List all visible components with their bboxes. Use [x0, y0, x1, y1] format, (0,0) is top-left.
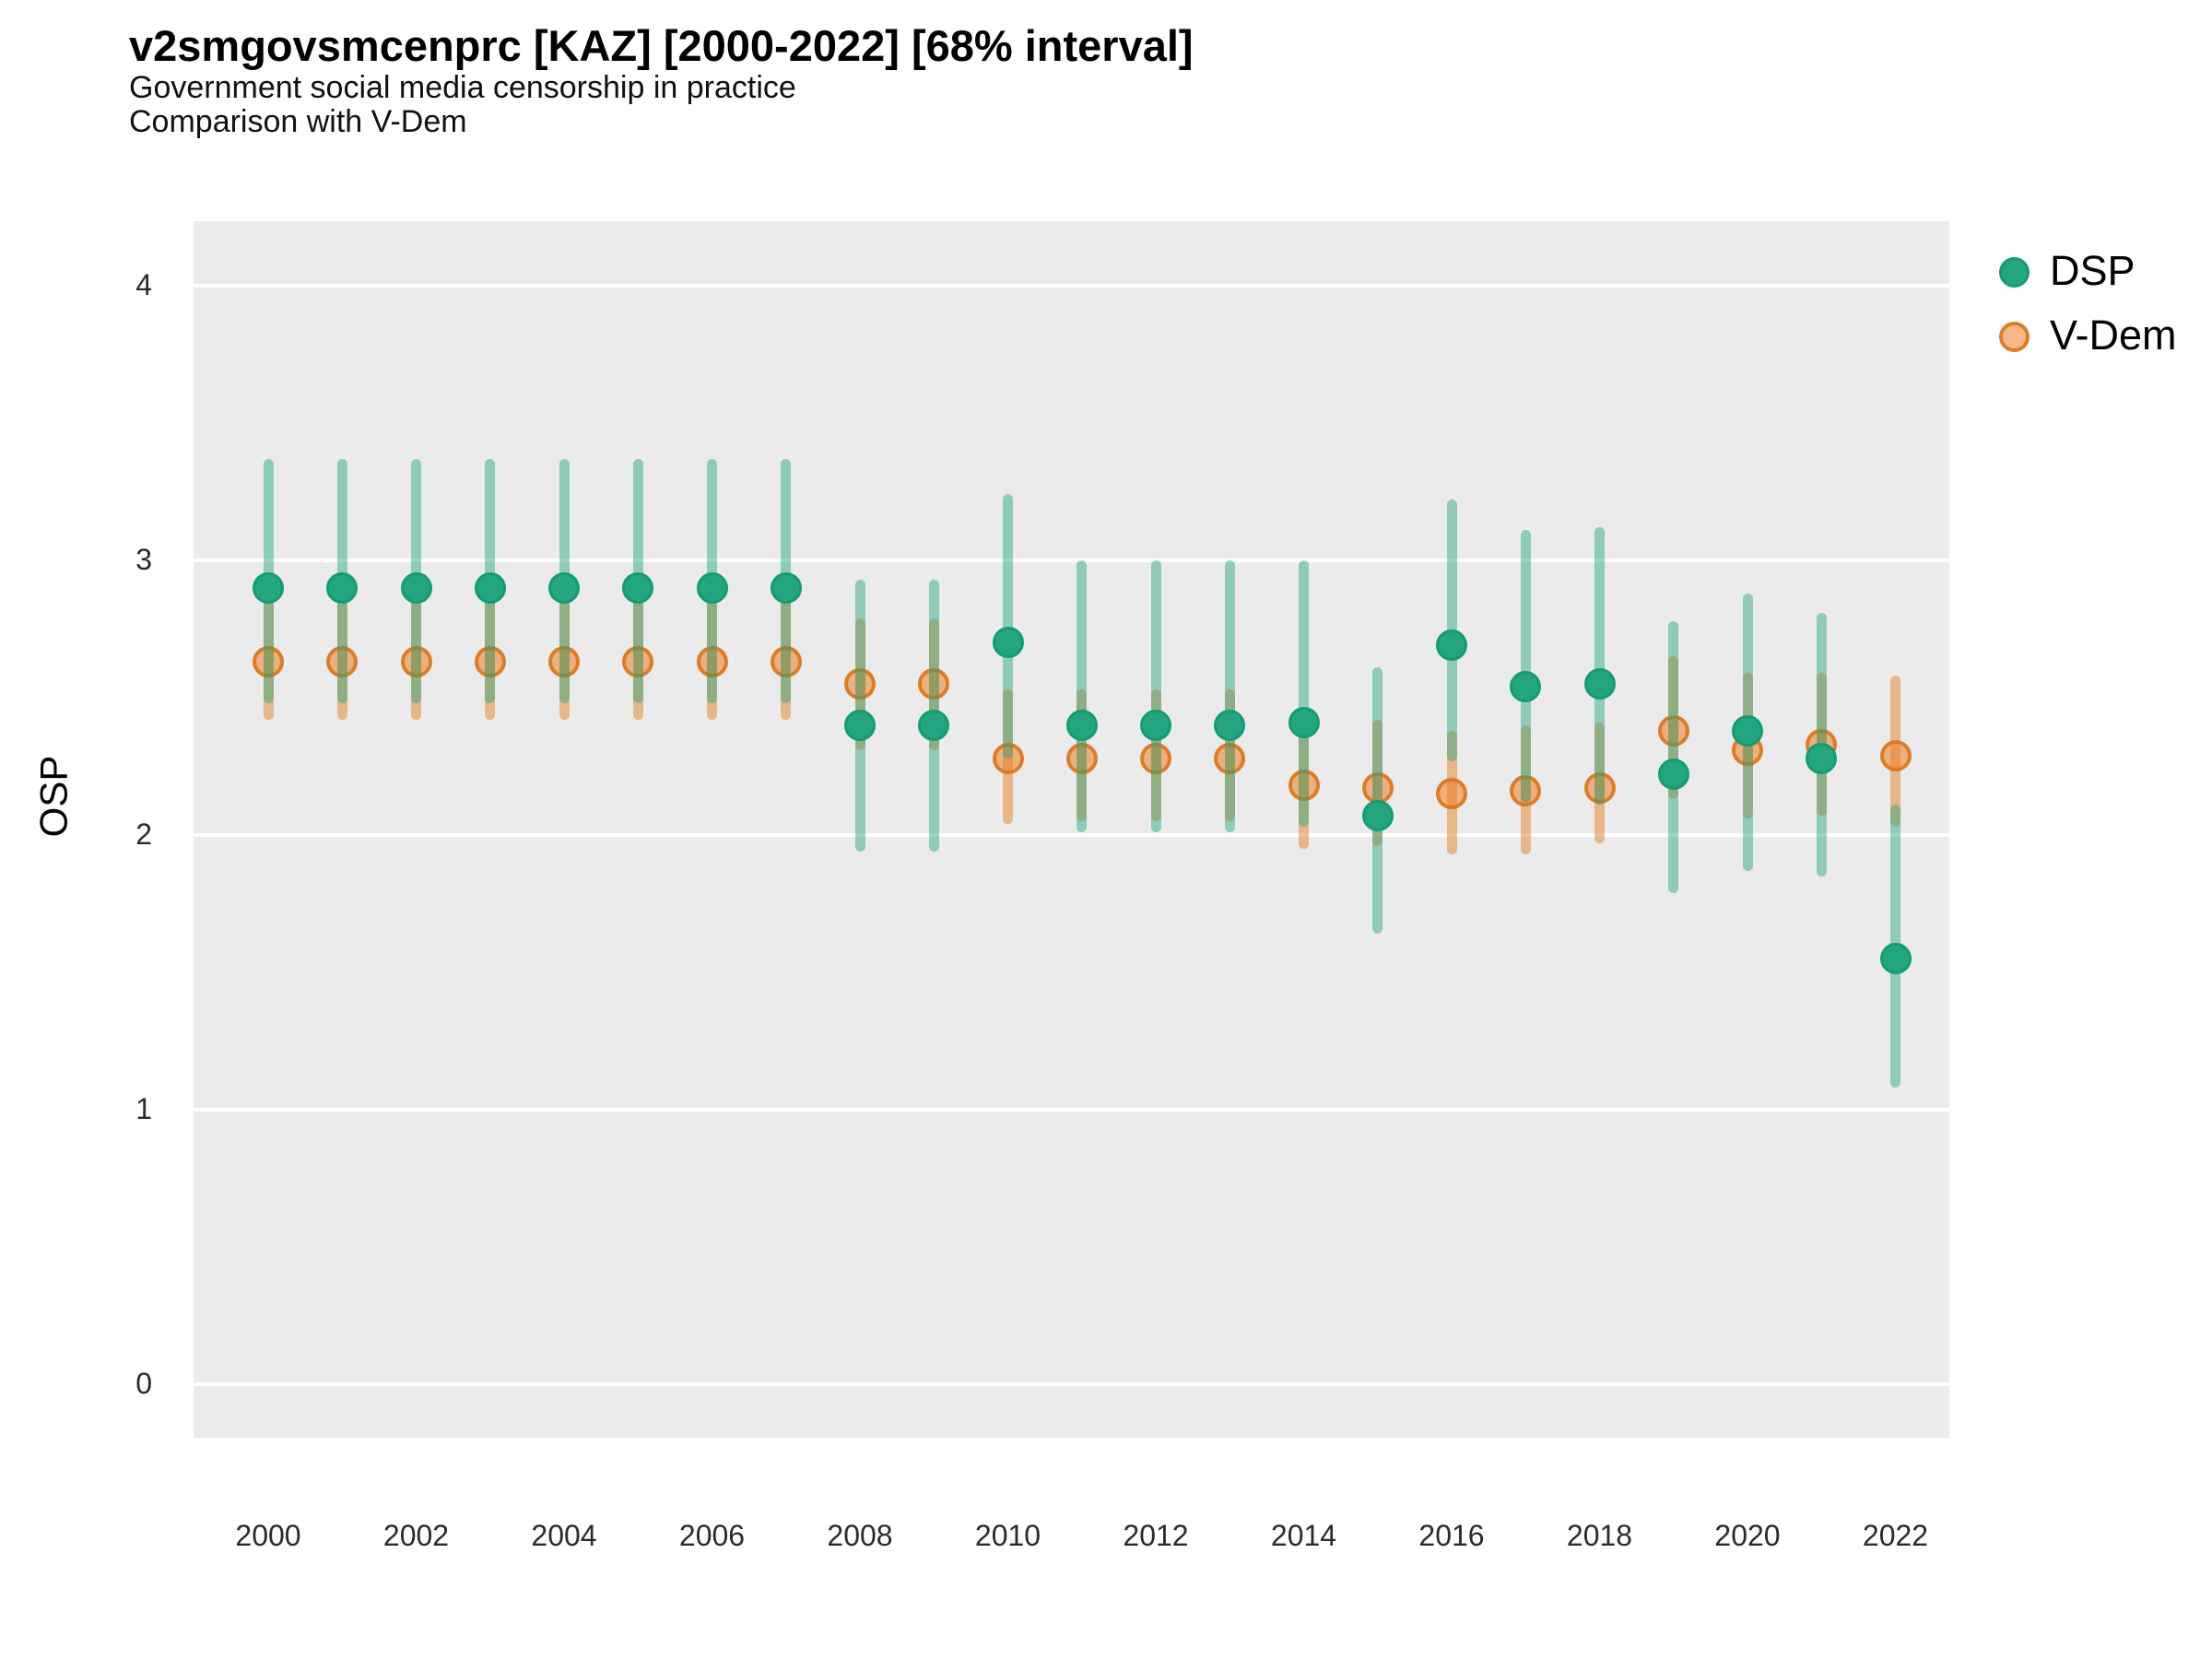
gridline-y-2	[194, 833, 1949, 837]
dsp-point-2010	[992, 627, 1024, 659]
vdem-point-2012	[1140, 742, 1171, 774]
x-tick-label-2022: 2022	[1862, 1519, 1929, 1552]
dsp-point-2000	[253, 571, 284, 604]
x-tick-label-2004: 2004	[531, 1519, 597, 1552]
plot-panel	[194, 221, 1949, 1438]
legend-swatch-vdem-icon	[1999, 322, 2030, 352]
dsp-point-2015	[1361, 800, 1394, 832]
y-axis-title: OSP	[31, 755, 76, 838]
vdem-point-2007	[770, 646, 802, 678]
dsp-point-2003	[474, 571, 506, 604]
x-tick-label-2020: 2020	[1714, 1519, 1781, 1552]
x-tick-label-2016: 2016	[1418, 1519, 1485, 1552]
legend-label-vdem: V-Dem	[2050, 312, 2177, 359]
chart-subtitle-line2: Comparison with V-Dem	[129, 104, 467, 139]
gridline-y-0	[194, 1382, 1949, 1386]
dsp-point-2021	[1806, 742, 1838, 774]
dsp-interval-bar-2018	[1594, 527, 1605, 806]
vdem-point-2017	[1510, 775, 1542, 807]
vdem-point-2003	[474, 646, 506, 678]
y-tick-label-0: 0	[135, 1367, 152, 1400]
legend-swatch-dsp-icon	[1999, 257, 2030, 288]
vdem-point-2018	[1583, 772, 1616, 805]
vdem-point-2005	[622, 646, 654, 678]
vdem-point-2022	[1879, 739, 1912, 771]
dsp-point-2007	[770, 571, 802, 604]
dsp-point-2006	[696, 571, 728, 604]
x-tick-label-2008: 2008	[827, 1519, 893, 1552]
x-tick-label-2014: 2014	[1270, 1519, 1337, 1552]
x-tick-label-2006: 2006	[678, 1519, 746, 1552]
vdem-point-2000	[253, 646, 284, 678]
dsp-interval-bar-2012	[1150, 560, 1161, 833]
x-tick-label-2000: 2000	[235, 1519, 301, 1552]
dsp-interval-bar-2011	[1077, 560, 1088, 833]
dsp-point-2004	[548, 571, 580, 604]
vdem-point-2019	[1657, 714, 1689, 747]
vdem-point-2001	[326, 646, 359, 678]
dsp-point-2008	[844, 709, 876, 741]
dsp-point-2019	[1657, 759, 1689, 791]
chart-subtitle-line1: Government social media censorship in pr…	[129, 70, 796, 105]
dsp-point-2001	[326, 571, 359, 604]
y-tick-label-4: 4	[135, 268, 152, 301]
dsp-interval-bar-2013	[1224, 560, 1235, 833]
vdem-point-2009	[918, 668, 950, 700]
dsp-point-2009	[918, 709, 950, 741]
vdem-point-2008	[844, 668, 876, 700]
dsp-interval-bar-2010	[1003, 494, 1013, 759]
dsp-point-2011	[1065, 709, 1098, 741]
gridline-y-3	[194, 559, 1949, 562]
x-tick-label-2018: 2018	[1566, 1519, 1633, 1552]
dsp-point-2012	[1140, 709, 1171, 741]
y-tick-label-1: 1	[135, 1092, 152, 1125]
vdem-point-2016	[1436, 778, 1467, 810]
dsp-point-2022	[1879, 943, 1912, 975]
vdem-point-2004	[548, 646, 580, 678]
dsp-point-2018	[1583, 668, 1616, 700]
dsp-point-2016	[1436, 629, 1467, 662]
x-tick-label-2002: 2002	[382, 1519, 450, 1552]
x-tick-label-2012: 2012	[1123, 1519, 1189, 1552]
gridline-y-1	[194, 1108, 1949, 1112]
dsp-interval-bar-2019	[1668, 620, 1679, 893]
legend-label-dsp: DSP	[2050, 247, 2136, 294]
vdem-point-2014	[1288, 770, 1320, 802]
dsp-point-2013	[1214, 709, 1246, 741]
dsp-interval-bar-2017	[1520, 530, 1531, 803]
x-tick-label-2010: 2010	[974, 1519, 1041, 1552]
chart-title: v2smgovsmcenprc [KAZ] [2000-2022] [68% i…	[129, 21, 1194, 70]
dsp-interval-bar-2014	[1299, 560, 1309, 828]
dsp-point-2005	[622, 571, 654, 604]
dsp-point-2017	[1510, 671, 1542, 703]
y-tick-label-3: 3	[135, 543, 152, 576]
vdem-point-2011	[1065, 742, 1098, 774]
y-tick-label-2: 2	[135, 818, 152, 851]
vdem-point-2002	[400, 646, 432, 678]
gridline-y-4	[194, 284, 1949, 288]
dsp-point-2002	[400, 571, 432, 604]
vdem-point-2015	[1361, 772, 1394, 805]
vdem-point-2006	[696, 646, 728, 678]
dsp-point-2014	[1288, 706, 1320, 738]
vdem-point-2010	[992, 742, 1024, 774]
dsp-point-2020	[1732, 714, 1763, 747]
vdem-point-2013	[1214, 742, 1246, 774]
